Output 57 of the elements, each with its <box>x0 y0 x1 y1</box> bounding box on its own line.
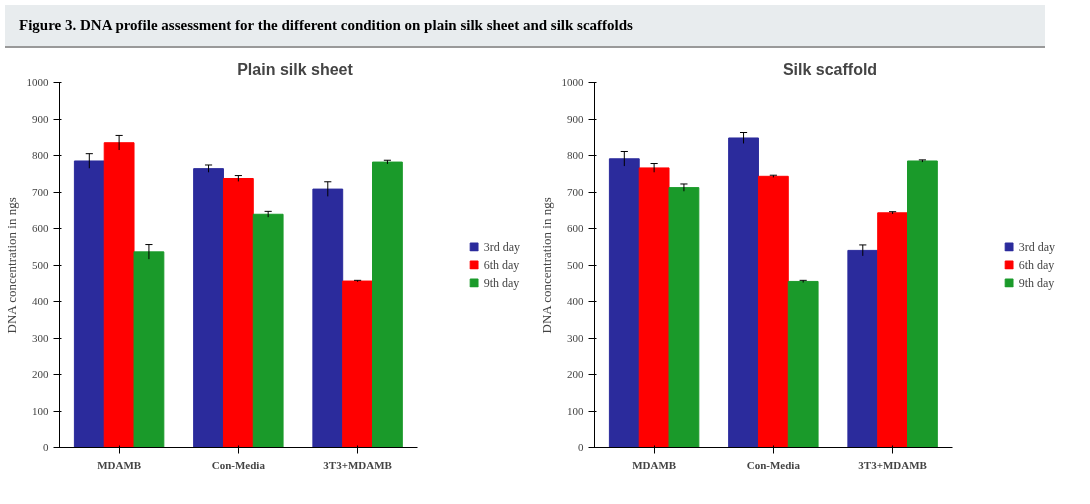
bar <box>847 250 879 448</box>
bar <box>222 178 254 448</box>
y-tick-label: 700 <box>567 185 584 198</box>
x-tick-label: MDAMB <box>632 458 677 471</box>
x-tick-label: Con-Media <box>746 458 801 471</box>
caption: Figure 3. DNA profile assessment for the different condition on plain silk sheet and silk scaffolds <box>19 16 633 35</box>
y-tick-label: 300 <box>567 331 584 344</box>
x-tick-label: MDAMB <box>97 458 142 471</box>
x-tick-label: 3T3+MDAMB <box>323 458 393 471</box>
bar <box>103 142 135 448</box>
bar <box>668 187 700 448</box>
chart-title: Plain silk sheet <box>237 60 354 78</box>
y-tick-label: 800 <box>567 149 584 162</box>
bar <box>877 212 909 448</box>
bar <box>757 176 789 448</box>
x-tick-label: 3T3+MDAMB <box>858 458 928 471</box>
y-tick-label: 300 <box>32 331 49 344</box>
chart-title: Silk scaffold <box>782 60 878 78</box>
legend-label: 9th day <box>483 275 520 291</box>
legend-label: 3rd day <box>483 239 520 255</box>
bar <box>372 161 403 448</box>
y-tick-label: 1000 <box>26 76 49 89</box>
legend-label: 6th day <box>1018 257 1055 273</box>
bar <box>728 137 759 448</box>
bar <box>638 167 670 448</box>
legend-label: 9th day <box>1018 275 1055 291</box>
y-tick-label: 600 <box>567 222 584 235</box>
bar <box>73 160 105 448</box>
x-tick-label: Con-Media <box>211 458 266 471</box>
bar <box>252 214 284 448</box>
y-tick-label: 900 <box>32 112 49 125</box>
y-tick-label: 0 <box>578 441 584 454</box>
bar <box>193 168 224 448</box>
y-tick-label: 0 <box>43 441 49 454</box>
y-tick-label: 600 <box>32 222 49 235</box>
legend-label: 6th day <box>483 257 520 273</box>
y-axis-title: DNA concentration in ngs <box>538 197 554 334</box>
y-tick-label: 200 <box>567 368 584 381</box>
y-tick-label: 1000 <box>561 76 584 89</box>
y-tick-label: 400 <box>567 295 584 308</box>
y-tick-label: 700 <box>32 185 49 198</box>
y-tick-label: 400 <box>32 295 49 308</box>
bar <box>133 251 165 448</box>
y-tick-label: 800 <box>32 149 49 162</box>
bar <box>787 281 819 448</box>
legend-label: 3rd day <box>1018 239 1055 255</box>
bar <box>312 189 344 448</box>
y-tick-label: 900 <box>567 112 584 125</box>
y-tick-label: 100 <box>32 404 49 417</box>
y-axis-title: DNA concentration in ngs <box>3 197 19 334</box>
bar <box>342 280 374 448</box>
y-tick-label: 500 <box>567 258 584 271</box>
y-tick-label: 200 <box>32 368 49 381</box>
y-tick-label: 100 <box>567 404 584 417</box>
y-tick-label: 500 <box>32 258 49 271</box>
bar <box>907 160 938 448</box>
bar <box>608 158 640 448</box>
